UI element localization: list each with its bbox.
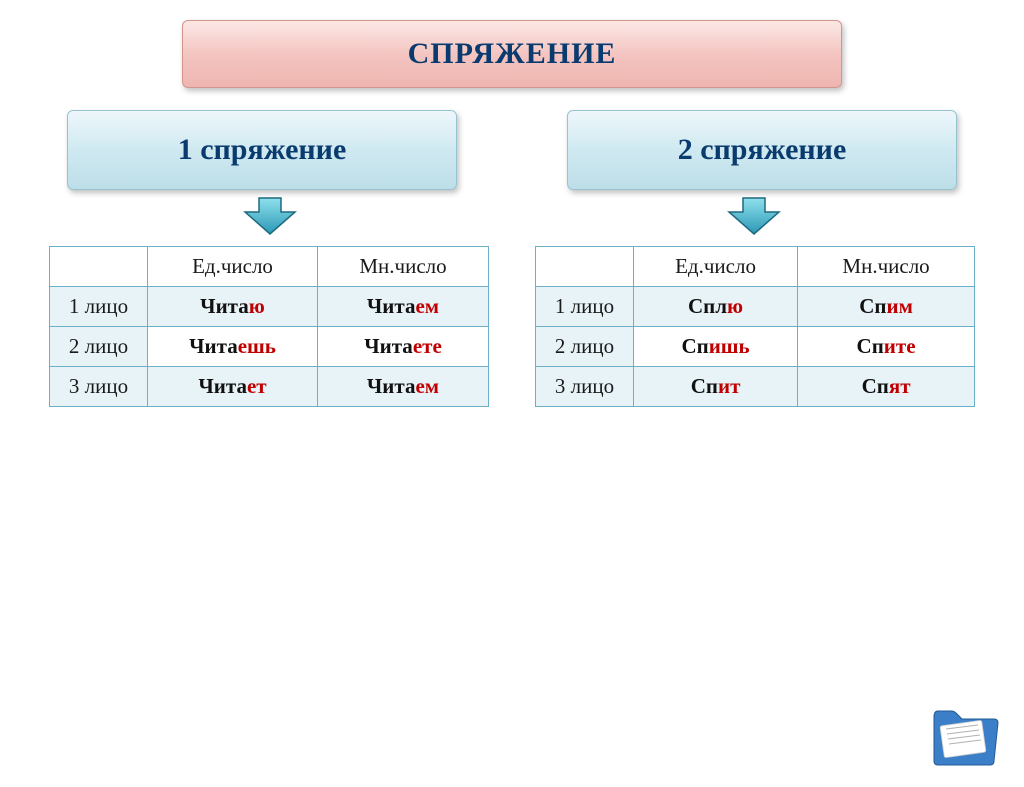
- table-cell: Читаем: [318, 287, 489, 327]
- column-header: Мн.число: [798, 247, 975, 287]
- person-label: 1 лицо: [536, 287, 634, 327]
- tables-row: Ед.число Мн.число 1 лицо Читаю Читаем 2 …: [0, 246, 1024, 407]
- table-cell: Спят: [798, 367, 975, 407]
- table-cell: Спишь: [634, 327, 798, 367]
- conjugation-1-table: Ед.число Мн.число 1 лицо Читаю Читаем 2 …: [49, 246, 489, 407]
- main-title: СПРЯЖЕНИЕ: [408, 37, 617, 71]
- table-cell: Спите: [798, 327, 975, 367]
- book-folder-icon: [928, 699, 1006, 769]
- person-label: 2 лицо: [50, 327, 148, 367]
- table-cell: Читает: [148, 367, 318, 407]
- conjugation-2-box: 2 спряжение: [567, 110, 957, 190]
- table-cell: Читаешь: [148, 327, 318, 367]
- column-header: Ед.число: [148, 247, 318, 287]
- table-cell: Читаете: [318, 327, 489, 367]
- person-label: 2 лицо: [536, 327, 634, 367]
- subtitle-row: 1 спряжение 2 спряжение: [0, 110, 1024, 190]
- column-header: Ед.число: [634, 247, 798, 287]
- conjugation-1-box: 1 спряжение: [67, 110, 457, 190]
- down-arrow-icon: [727, 196, 781, 236]
- down-arrow-icon: [243, 196, 297, 236]
- table-cell: Читаем: [318, 367, 489, 407]
- conjugation-2-label: 2 спряжение: [678, 133, 847, 167]
- table-corner: [50, 247, 148, 287]
- conjugation-2-table: Ед.число Мн.число 1 лицо Сплю Спим 2 лиц…: [535, 246, 975, 407]
- column-header: Мн.число: [318, 247, 489, 287]
- table-corner: [536, 247, 634, 287]
- main-title-box: СПРЯЖЕНИЕ: [182, 20, 842, 88]
- table-cell: Спит: [634, 367, 798, 407]
- arrow-row: [0, 196, 1024, 236]
- person-label: 3 лицо: [536, 367, 634, 407]
- table-cell: Спим: [798, 287, 975, 327]
- table-cell: Читаю: [148, 287, 318, 327]
- person-label: 3 лицо: [50, 367, 148, 407]
- conjugation-1-label: 1 спряжение: [178, 133, 347, 167]
- table-cell: Сплю: [634, 287, 798, 327]
- person-label: 1 лицо: [50, 287, 148, 327]
